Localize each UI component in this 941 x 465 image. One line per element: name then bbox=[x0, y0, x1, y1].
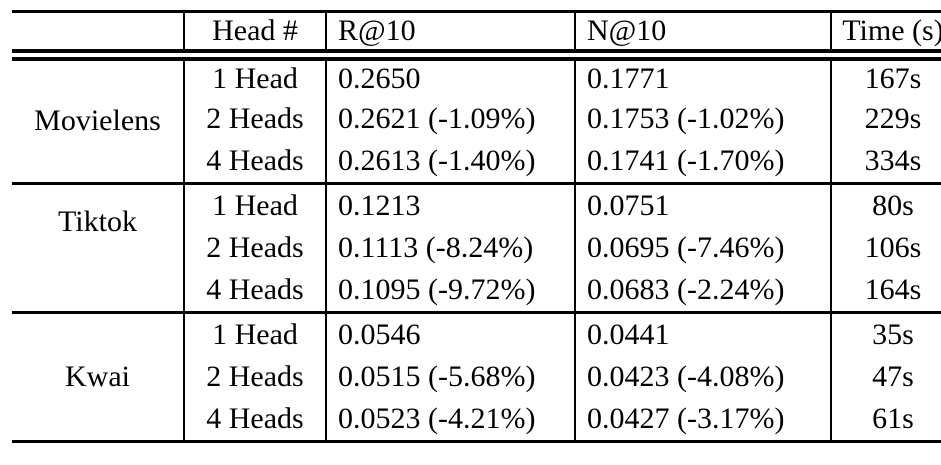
column-header-r10: R@10 bbox=[325, 11, 575, 55]
table-row: 4 Heads 0.2613 (-1.40%) 0.1741 (-1.70%) 334… bbox=[12, 140, 941, 184]
cell-head: 2 Heads bbox=[183, 226, 326, 270]
column-header-dataset bbox=[12, 12, 184, 55]
table-row: 2 Heads 0.0515 (-5.68%) 0.0423 (-4.08%) 47s bbox=[12, 355, 941, 399]
column-header-n10: N@10 bbox=[574, 11, 831, 55]
cell-n10: 0.0427 (-3.17%) bbox=[574, 398, 831, 442]
group-kwai: Kwai 1 Head 0.0546 0.0441 35s 2 Heads 0.0515 (… bbox=[12, 312, 941, 442]
cell-time: 35s bbox=[830, 312, 941, 356]
group-movielens: Movielens 1 Head 0.2650 0.1771 167s 2 Heads 0.… bbox=[12, 54, 941, 184]
dataset-cell: Kwai bbox=[12, 313, 184, 442]
table-row: 2 Heads 0.1113 (-8.24%) 0.0695 (-7.46%) 106… bbox=[12, 226, 941, 270]
dataset-label: Kwai bbox=[65, 360, 130, 393]
cell-n10: 0.1741 (-1.70%) bbox=[574, 140, 831, 184]
cell-head: 1 Head bbox=[183, 54, 326, 98]
cell-head: 1 Head bbox=[183, 312, 326, 356]
results-table: Head # R@10 N@10 Time (s) Movielens 1 Head 0.… bbox=[12, 10, 941, 443]
column-header-head: Head # bbox=[183, 11, 326, 55]
cell-head: 1 Head bbox=[183, 183, 326, 227]
table-row: Tiktok 1 Head 0.1213 0.0751 80s bbox=[12, 183, 941, 237]
cell-r10: 0.1095 (-9.72%) bbox=[325, 269, 575, 313]
cell-time: 106s bbox=[830, 226, 941, 270]
cell-head: 4 Heads bbox=[183, 140, 326, 184]
table-row: 4 Heads 0.0523 (-4.21%) 0.0427 (-3.17%) 61s bbox=[12, 398, 941, 442]
cell-time: 167s bbox=[830, 54, 941, 98]
cell-r10: 0.0546 bbox=[325, 312, 575, 356]
cell-time: 47s bbox=[830, 355, 941, 399]
cell-n10: 0.0695 (-7.46%) bbox=[574, 226, 831, 270]
cell-time: 61s bbox=[830, 398, 941, 442]
cell-r10: 0.0515 (-5.68%) bbox=[325, 355, 575, 399]
cell-n10: 0.0441 bbox=[574, 312, 831, 356]
cell-n10: 0.0423 (-4.08%) bbox=[574, 355, 831, 399]
cell-r10: 0.1113 (-8.24%) bbox=[325, 226, 575, 270]
cell-n10: 0.1771 bbox=[574, 54, 831, 98]
cell-n10: 0.1753 (-1.02%) bbox=[574, 97, 831, 141]
cell-r10: 0.0523 (-4.21%) bbox=[325, 398, 575, 442]
cell-head: 2 Heads bbox=[183, 97, 326, 141]
cell-time: 229s bbox=[830, 97, 941, 141]
cell-r10: 0.2613 (-1.40%) bbox=[325, 140, 575, 184]
column-header-time: Time (s) bbox=[830, 11, 941, 55]
cell-head: 4 Heads bbox=[183, 269, 326, 313]
dataset-label: Tiktok bbox=[58, 205, 137, 238]
cell-r10: 0.2621 (-1.09%) bbox=[325, 97, 575, 141]
table-row: Movielens 1 Head 0.2650 0.1771 167s bbox=[12, 54, 941, 136]
header-row: Head # R@10 N@10 Time (s) bbox=[12, 11, 941, 55]
group-tiktok: Tiktok 1 Head 0.1213 0.0751 80s 2 Heads 0.1113… bbox=[12, 183, 941, 313]
cell-n10: 0.0751 bbox=[574, 183, 831, 227]
cell-r10: 0.2650 bbox=[325, 54, 575, 98]
table-row: Kwai 1 Head 0.0546 0.0441 35s bbox=[12, 312, 941, 392]
dataset-cell: Tiktok bbox=[12, 184, 184, 313]
cell-n10: 0.0683 (-2.24%) bbox=[574, 269, 831, 313]
cell-time: 334s bbox=[830, 140, 941, 184]
cell-r10: 0.1213 bbox=[325, 183, 575, 227]
table-row: 2 Heads 0.2621 (-1.09%) 0.1753 (-1.02%) 229… bbox=[12, 97, 941, 141]
table-row: 4 Heads 0.1095 (-9.72%) 0.0683 (-2.24%) 164… bbox=[12, 269, 941, 313]
cell-head: 4 Heads bbox=[183, 398, 326, 442]
cell-time: 80s bbox=[830, 183, 941, 227]
cell-time: 164s bbox=[830, 269, 941, 313]
cell-head: 2 Heads bbox=[183, 355, 326, 399]
table-header: Head # R@10 N@10 Time (s) bbox=[12, 11, 941, 55]
dataset-cell: Movielens bbox=[12, 55, 184, 184]
dataset-label: Movielens bbox=[34, 104, 161, 138]
